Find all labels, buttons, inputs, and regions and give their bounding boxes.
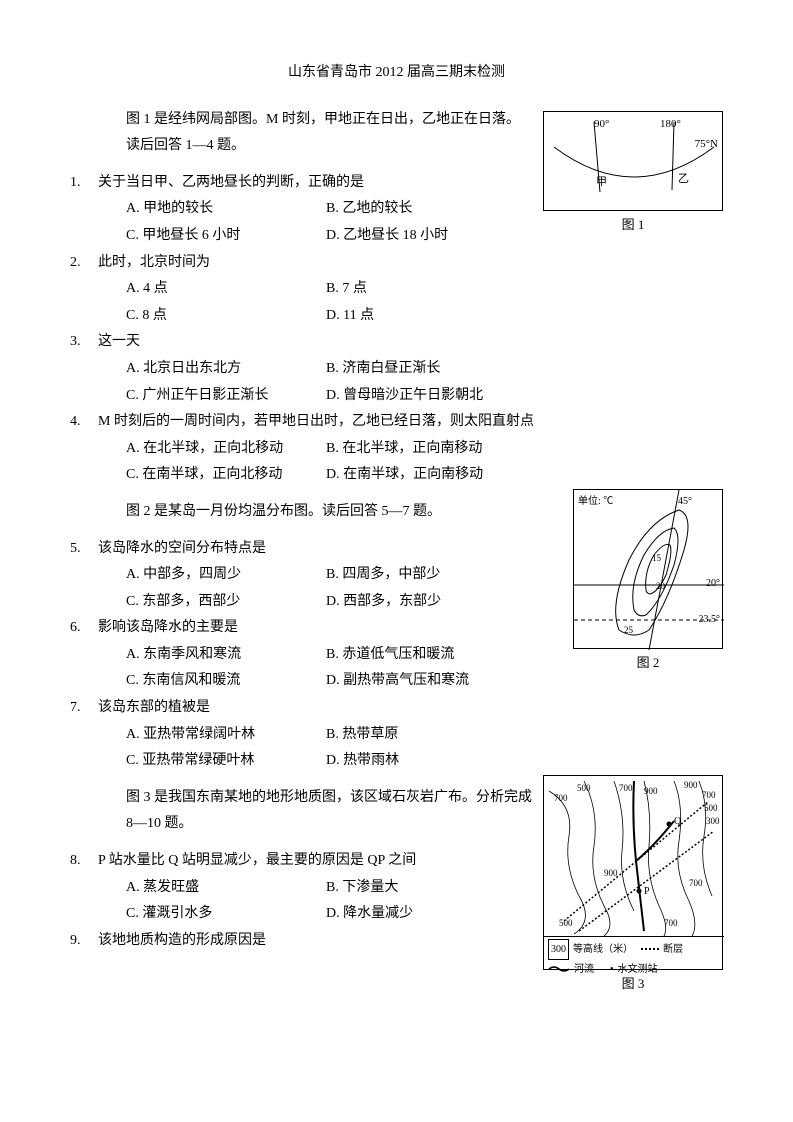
q4-opt-b[interactable]: B. 在北半球，正向南移动 — [326, 436, 526, 463]
q1-num: 1. — [70, 170, 98, 197]
svg-text:700: 700 — [689, 878, 703, 888]
question-3: 3. 这一天 — [70, 329, 723, 356]
fig1-label-yi: 乙 — [678, 172, 689, 185]
question-8: 8. P 站水量比 Q 站明显减少，最主要的原因是 QP 之间 — [70, 848, 533, 875]
q8-opt-d[interactable]: D. 降水量减少 — [326, 901, 526, 928]
fig1-label-jia: 甲 — [596, 176, 607, 188]
q2-opt-c[interactable]: C. 8 点 — [126, 303, 326, 330]
svg-text:900: 900 — [684, 780, 698, 790]
svg-text:500: 500 — [577, 783, 591, 793]
q8-opt-a[interactable]: A. 蒸发旺盛 — [126, 875, 326, 902]
fig2-v15: 15 — [652, 550, 661, 567]
fig3-legend-contour: 300 等高线（米） 断层 — [548, 939, 718, 960]
q4-opt-c[interactable]: C. 在南半球，正向北移动 — [126, 462, 326, 489]
q1-text: 关于当日甲、乙两地昼长的判断，正确的是 — [98, 170, 533, 197]
q1-opt-a[interactable]: A. 甲地的较长 — [126, 196, 326, 223]
svg-text:300: 300 — [706, 816, 720, 826]
q7-opt-d[interactable]: D. 热带雨林 — [326, 748, 526, 775]
svg-text:900: 900 — [644, 786, 658, 796]
q5-num: 5. — [70, 536, 98, 563]
q3-opt-c[interactable]: C. 广州正午日影正渐长 — [126, 383, 326, 410]
q3-text: 这一天 — [98, 329, 723, 356]
fig2-v20: 20 — [656, 578, 665, 595]
svg-text:700: 700 — [619, 783, 633, 793]
q8-num: 8. — [70, 848, 98, 875]
q7-text: 该岛东部的植被是 — [98, 695, 723, 722]
q6-opt-a[interactable]: A. 东南季风和寒流 — [126, 642, 326, 669]
q8-opt-b[interactable]: B. 下渗量大 — [326, 875, 526, 902]
fig3-legend-river: 河流 • 水文测站 — [548, 960, 718, 979]
svg-text:700: 700 — [554, 793, 568, 803]
question-4: 4. M 时刻后的一周时间内，若甲地日出时，乙地已经日落，则太阳直射点 — [70, 409, 723, 436]
q4-num: 4. — [70, 409, 98, 436]
fig2-unit: 单位: ℃ — [578, 492, 613, 511]
question-5: 5. 该岛降水的空间分布特点是 — [70, 536, 563, 563]
q7-opt-c[interactable]: C. 亚热带常绿硬叶林 — [126, 748, 326, 775]
q8-text: P 站水量比 Q 站明显减少，最主要的原因是 QP 之间 — [98, 848, 533, 875]
fig2-label-20: 20° — [706, 574, 720, 593]
q5-opt-d[interactable]: D. 西部多，东部少 — [326, 589, 526, 616]
question-6: 6. 影响该岛降水的主要是 — [70, 615, 563, 642]
q9-num: 9. — [70, 928, 98, 955]
q4-opt-a[interactable]: A. 在北半球，正向北移动 — [126, 436, 326, 463]
q6-num: 6. — [70, 615, 98, 642]
svg-text:500: 500 — [559, 918, 573, 928]
q3-opt-b[interactable]: B. 济南白昼正渐长 — [326, 356, 526, 383]
q5-text: 该岛降水的空间分布特点是 — [98, 536, 563, 563]
svg-text:500: 500 — [704, 803, 718, 813]
fig1-label-90: 90° — [594, 114, 609, 135]
svg-text:700: 700 — [664, 918, 678, 928]
q5-opt-c[interactable]: C. 东部多，西部少 — [126, 589, 326, 616]
figure-2-caption: 图 2 — [573, 651, 723, 676]
page-title: 山东省青岛市 2012 届高三期末检测 — [70, 60, 723, 87]
q2-text: 此时，北京时间为 — [98, 250, 723, 277]
q5-opt-a[interactable]: A. 中部多，四周少 — [126, 562, 326, 589]
figure-2: 单位: ℃ 45° 20° 23.5° 25 20 15 图 2 — [573, 489, 723, 676]
question-7: 7. 该岛东部的植被是 — [70, 695, 723, 722]
q2-opt-a[interactable]: A. 4 点 — [126, 276, 326, 303]
q4-text: M 时刻后的一周时间内，若甲地日出时，乙地已经日落，则太阳直射点 — [98, 409, 723, 436]
svg-text:P: P — [644, 886, 650, 897]
fig2-label-235: 23.5° — [699, 610, 721, 629]
fig1-label-75n: 75°N — [695, 134, 718, 155]
question-1: 1. 关于当日甲、乙两地昼长的判断，正确的是 — [70, 170, 533, 197]
q6-text: 影响该岛降水的主要是 — [98, 615, 563, 642]
fig2-v25: 25 — [624, 622, 633, 639]
q6-opt-b[interactable]: B. 赤道低气压和暖流 — [326, 642, 526, 669]
q7-opt-b[interactable]: B. 热带草原 — [326, 722, 526, 749]
q7-opt-a[interactable]: A. 亚热带常绿阔叶林 — [126, 722, 326, 749]
q5-opt-b[interactable]: B. 四周多，中部少 — [326, 562, 526, 589]
q7-num: 7. — [70, 695, 98, 722]
figure-3: 700 500 700 900 900 700 500 300 Q P 900 … — [543, 775, 723, 997]
q9-text: 该地地质构造的形成原因是 — [98, 928, 533, 955]
q3-opt-a[interactable]: A. 北京日出东北方 — [126, 356, 326, 383]
q8-opt-c[interactable]: C. 灌溉引水多 — [126, 901, 326, 928]
q2-opt-d[interactable]: D. 11 点 — [326, 303, 526, 330]
svg-text:Q: Q — [674, 816, 682, 827]
q1-opt-b[interactable]: B. 乙地的较长 — [326, 196, 526, 223]
svg-text:900: 900 — [604, 868, 618, 878]
q2-num: 2. — [70, 250, 98, 277]
q3-opt-d[interactable]: D. 曾母暗沙正午日影朝北 — [326, 383, 526, 410]
figure-1: 甲 乙 90° 180° 75°N 图 1 — [543, 111, 723, 238]
question-9: 9. 该地地质构造的形成原因是 — [70, 928, 533, 955]
question-2: 2. 此时，北京时间为 — [70, 250, 723, 277]
svg-text:700: 700 — [702, 790, 716, 800]
q4-opt-d[interactable]: D. 在南半球，正向南移动 — [326, 462, 526, 489]
q2-opt-b[interactable]: B. 7 点 — [326, 276, 526, 303]
q1-opt-d[interactable]: D. 乙地昼长 18 小时 — [326, 223, 526, 250]
figure-1-caption: 图 1 — [543, 213, 723, 238]
q3-num: 3. — [70, 329, 98, 356]
fig2-label-45: 45° — [678, 492, 692, 511]
fig1-label-180: 180° — [660, 114, 681, 135]
q6-opt-d[interactable]: D. 副热带高气压和寒流 — [326, 668, 526, 695]
q1-opt-c[interactable]: C. 甲地昼长 6 小时 — [126, 223, 326, 250]
q6-opt-c[interactable]: C. 东南信风和暖流 — [126, 668, 326, 695]
